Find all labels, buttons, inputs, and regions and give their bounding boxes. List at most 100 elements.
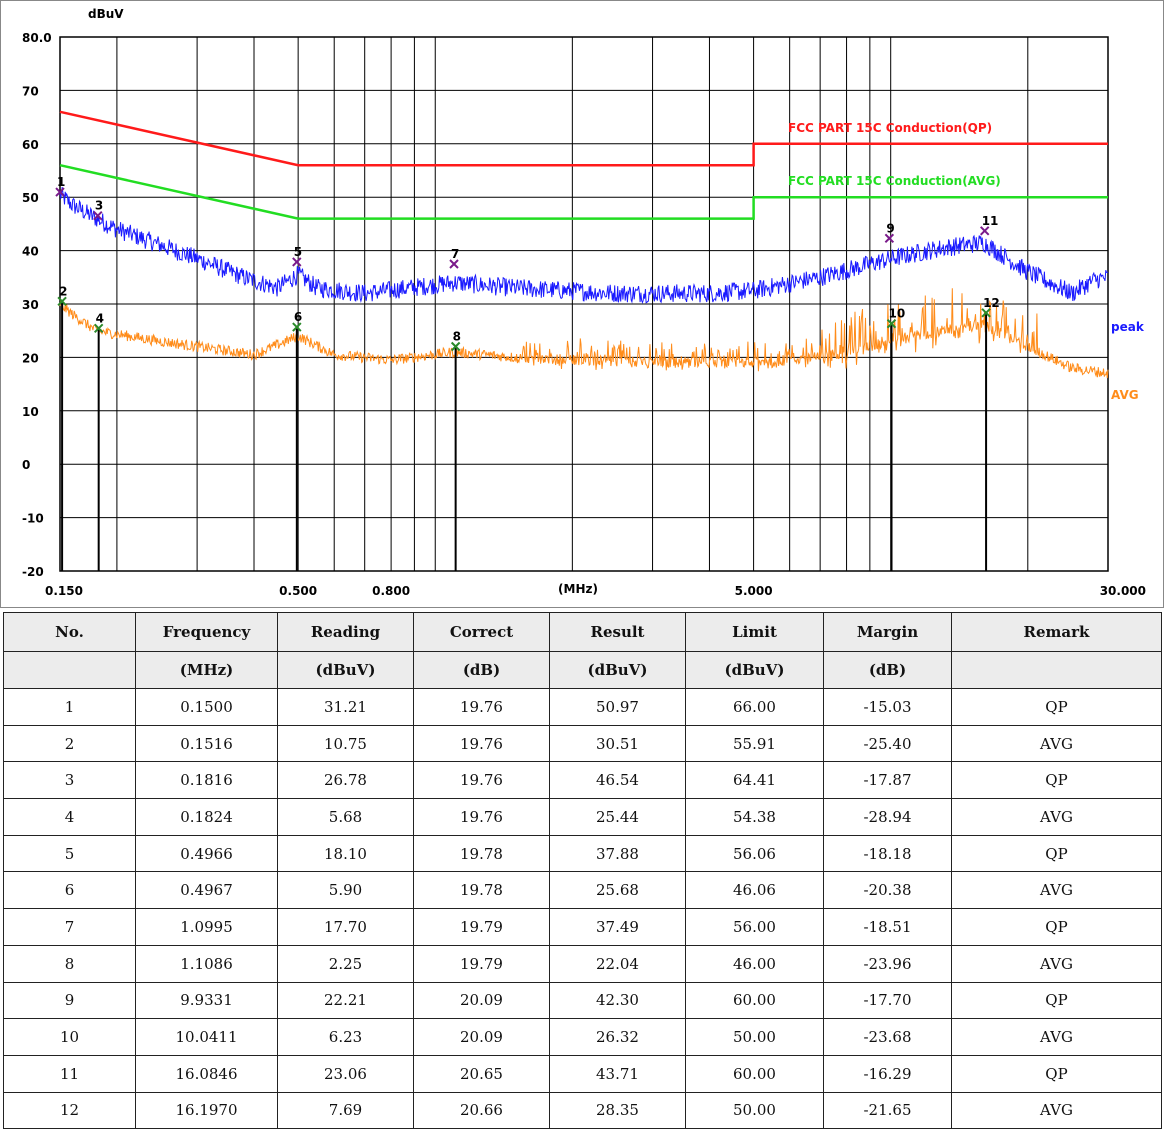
table-cell: AVG xyxy=(951,1018,1162,1056)
y-axis-unit: dBuV xyxy=(88,7,124,21)
table-cell: 12 xyxy=(3,1091,136,1129)
table-unit-row: (MHz) (dBuV) (dB) (dBuV) (dBuV) (dB) xyxy=(3,651,1162,689)
header-cell: Result xyxy=(549,612,686,652)
table-cell: 22.21 xyxy=(277,981,414,1020)
header-cell: Reading xyxy=(277,612,414,652)
table-cell: 19.76 xyxy=(413,688,550,726)
table-cell: 18.10 xyxy=(277,834,414,873)
table-cell: -15.03 xyxy=(823,688,952,726)
marker-label: 12 xyxy=(983,296,1000,310)
table-cell: 0.4967 xyxy=(135,871,278,910)
table-cell: 43.71 xyxy=(549,1054,686,1093)
avg-limit-line xyxy=(59,163,1108,220)
table-row: 2 0.1516 10.75 19.76 30.51 55.91 -25.40 AVG xyxy=(3,724,1162,763)
table-cell: 42.30 xyxy=(549,981,686,1020)
x-axis-unit: (MHz) xyxy=(558,582,598,596)
table-cell: -18.51 xyxy=(823,908,952,946)
marker-cross xyxy=(981,308,991,318)
y-tick-label: 70 xyxy=(22,84,39,98)
table-cell: -25.40 xyxy=(823,724,952,763)
table-cell: 0.1824 xyxy=(135,798,278,836)
table-cell: 0.1816 xyxy=(135,761,278,800)
header-cell: Correct xyxy=(413,612,550,652)
y-tick-label: -10 xyxy=(22,512,44,526)
table-cell: 31.21 xyxy=(277,688,414,726)
marker-cross xyxy=(449,259,459,269)
table-cell: QP xyxy=(951,688,1162,726)
table-cell: 22.04 xyxy=(549,944,686,983)
table-cell: 56.00 xyxy=(685,908,824,946)
table-row: 5 0.4966 18.10 19.78 37.88 56.06 -18.18 QP xyxy=(3,834,1162,873)
table-cell: 50.00 xyxy=(685,1018,824,1056)
table-cell: AVG xyxy=(951,724,1162,763)
table-cell: 26.78 xyxy=(277,761,414,800)
y-tick-label: 60 xyxy=(22,138,39,152)
table-cell: 7 xyxy=(3,908,136,946)
table-cell: 46.54 xyxy=(549,761,686,800)
qp-limit-label: FCC PART 15C Conduction(QP) xyxy=(788,121,992,135)
unit-cell: (dB) xyxy=(413,651,550,689)
y-tick-label: 40 xyxy=(22,245,39,259)
table-cell: 3 xyxy=(3,761,136,800)
table-row: 1 0.1500 31.21 19.76 50.97 66.00 -15.03 QP xyxy=(3,688,1162,726)
qp-limit-line xyxy=(59,110,1108,167)
table-cell: 8 xyxy=(3,944,136,983)
table-cell: 19.79 xyxy=(413,908,550,946)
table-cell: 6.23 xyxy=(277,1018,414,1056)
marker-label: 10 xyxy=(889,307,906,321)
table-cell: 20.65 xyxy=(413,1054,550,1093)
table-cell: 19.78 xyxy=(413,834,550,873)
table-row: 11 16.0846 23.06 20.65 43.71 60.00 -16.29 QP xyxy=(3,1054,1162,1093)
table-cell: QP xyxy=(951,1054,1162,1093)
table-cell: 11 xyxy=(3,1054,136,1093)
y-tick-label: 80.0 xyxy=(22,31,52,45)
table-row: 3 0.1816 26.78 19.76 46.54 64.41 -17.87 QP xyxy=(3,761,1162,800)
table-cell: 19.76 xyxy=(413,761,550,800)
table-cell: 10 xyxy=(3,1018,136,1056)
table-row: 8 1.1086 2.25 19.79 22.04 46.00 -23.96 AVG xyxy=(3,944,1162,983)
table-cell: 25.44 xyxy=(549,798,686,836)
table-cell: 9 xyxy=(3,981,136,1020)
marker-cross xyxy=(292,322,302,332)
table-cell: 0.4966 xyxy=(135,834,278,873)
table-cell: 28.35 xyxy=(549,1091,686,1129)
table-row: 6 0.4967 5.90 19.78 25.68 46.06 -20.38 AVG xyxy=(3,871,1162,910)
y-tick-label: 50 xyxy=(22,191,39,205)
x-tick-label: 0.800 xyxy=(372,584,410,598)
table-cell: 54.38 xyxy=(685,798,824,836)
x-tick-label: 5.000 xyxy=(735,584,773,598)
table-cell: -17.87 xyxy=(823,761,952,800)
table-cell: 19.76 xyxy=(413,724,550,763)
unit-cell: (dBuV) xyxy=(277,651,414,689)
marker-label: 3 xyxy=(95,199,103,213)
marker-label: 4 xyxy=(96,311,104,325)
table-row: 4 0.1824 5.68 19.76 25.44 54.38 -28.94 AVG xyxy=(3,798,1162,836)
table-cell: 9.9331 xyxy=(135,981,278,1020)
table-cell: 56.06 xyxy=(685,834,824,873)
measurement-traces xyxy=(59,187,1109,379)
marker-label: 9 xyxy=(886,221,894,235)
peak-trace xyxy=(59,187,1109,304)
table-cell: -17.70 xyxy=(823,981,952,1020)
table-cell: -16.29 xyxy=(823,1054,952,1093)
marker-label: 6 xyxy=(294,310,302,324)
table-cell: 66.00 xyxy=(685,688,824,726)
table-cell: 20.66 xyxy=(413,1091,550,1129)
table-cell: -23.96 xyxy=(823,944,952,983)
table-cell: -21.65 xyxy=(823,1091,952,1129)
table-cell: 0.1516 xyxy=(135,724,278,763)
table-cell: AVG xyxy=(951,798,1162,836)
table-cell: 46.06 xyxy=(685,871,824,910)
marker-label: 8 xyxy=(453,330,461,344)
marker-cross xyxy=(979,226,990,236)
table-cell: 2.25 xyxy=(277,944,414,983)
table-cell: 10.75 xyxy=(277,724,414,763)
table-cell: 23.06 xyxy=(277,1054,414,1093)
table-cell: 1 xyxy=(3,688,136,726)
table-cell: 19.79 xyxy=(413,944,550,983)
unit-cell xyxy=(3,651,136,689)
table-cell: 26.32 xyxy=(549,1018,686,1056)
table-cell: 0.1500 xyxy=(135,688,278,726)
marker-label: 5 xyxy=(294,245,302,259)
